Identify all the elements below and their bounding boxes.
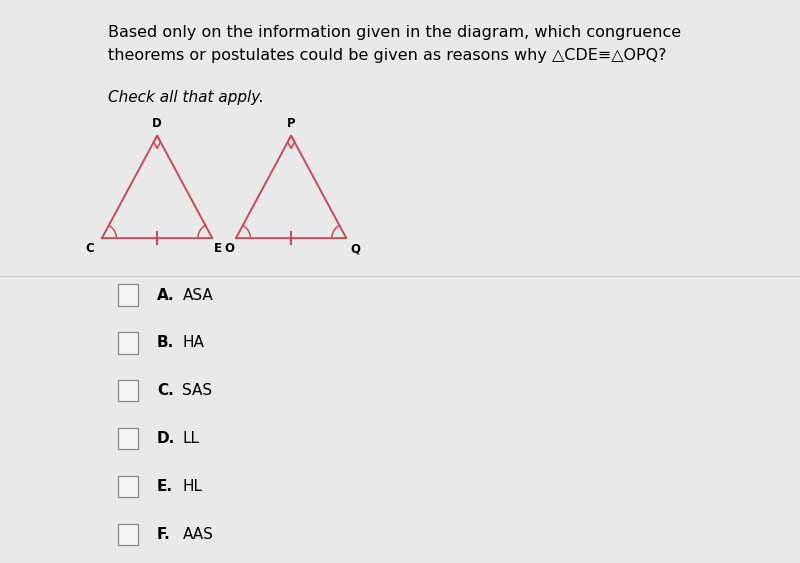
- Text: E.: E.: [157, 479, 173, 494]
- Text: theorems or postulates could be given as reasons why △CDE≡△OPQ?: theorems or postulates could be given as…: [108, 48, 666, 63]
- Text: D.: D.: [157, 431, 175, 446]
- Text: Based only on the information given in the diagram, which congruence: Based only on the information given in t…: [108, 25, 681, 41]
- Text: B.: B.: [157, 336, 174, 350]
- Text: C: C: [86, 242, 94, 255]
- Text: SAS: SAS: [182, 383, 213, 398]
- Text: F.: F.: [157, 527, 170, 542]
- Text: P: P: [287, 118, 295, 131]
- Text: ASA: ASA: [182, 288, 213, 302]
- Text: A.: A.: [157, 288, 174, 302]
- Text: HA: HA: [182, 336, 204, 350]
- Text: Q: Q: [350, 242, 360, 255]
- Text: AAS: AAS: [182, 527, 214, 542]
- Text: Check all that apply.: Check all that apply.: [108, 90, 264, 105]
- Text: D: D: [152, 118, 162, 131]
- Text: HL: HL: [182, 479, 202, 494]
- Text: O: O: [225, 242, 234, 255]
- Text: C.: C.: [157, 383, 174, 398]
- Text: E: E: [214, 242, 222, 255]
- Text: LL: LL: [182, 431, 199, 446]
